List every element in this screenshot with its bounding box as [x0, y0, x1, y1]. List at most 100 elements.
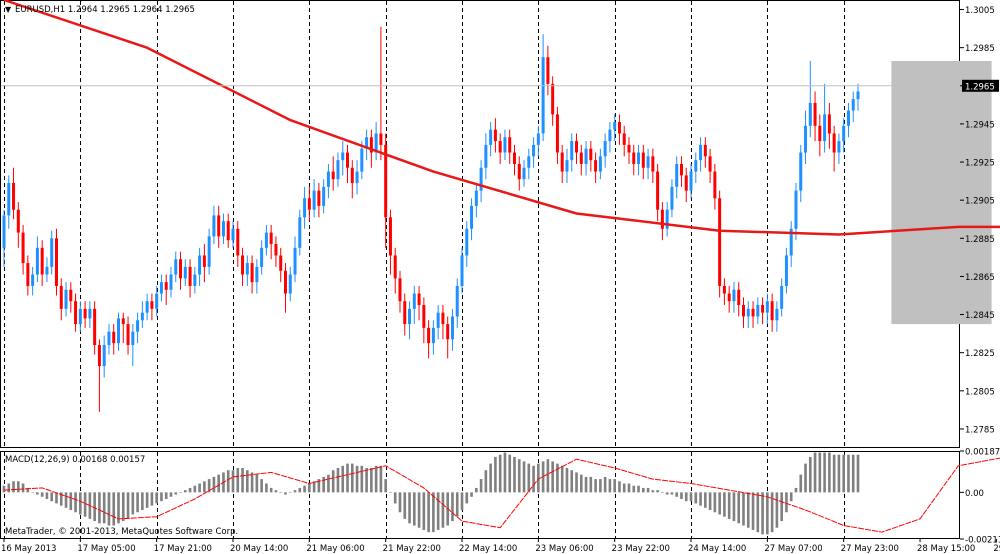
candle-body — [699, 144, 703, 161]
candle-body — [741, 305, 745, 317]
macd-histogram-bar — [212, 476, 216, 493]
price-tick-label: 1.2865 — [965, 273, 995, 283]
macd-histogram-bar — [422, 492, 426, 530]
macd-histogram-bar — [241, 468, 244, 493]
time-tick-label: 23 May 22:00 — [612, 544, 670, 554]
time-tick-label: 27 May 07:00 — [764, 544, 822, 554]
macd-histogram-bar — [804, 463, 807, 493]
candle-body — [675, 163, 679, 187]
macd-histogram-bar — [632, 485, 636, 493]
macd-histogram-bar — [589, 476, 593, 493]
macd-histogram-bar — [198, 483, 201, 493]
macd-histogram-bar — [522, 461, 526, 493]
candle-body — [293, 247, 297, 275]
price-tick-label: 1.3005 — [965, 6, 995, 16]
candle-body — [231, 228, 235, 241]
candle-body — [236, 228, 240, 256]
candle-body — [565, 160, 569, 172]
candle-body — [88, 308, 92, 319]
macd-histogram-bar — [575, 472, 578, 493]
candle-body — [264, 232, 268, 248]
candle-body — [126, 324, 130, 346]
candle-body — [2, 215, 6, 248]
candle-body — [388, 217, 392, 256]
candle-body — [250, 263, 254, 283]
candle-body — [408, 308, 412, 325]
macd-histogram-bar — [207, 479, 211, 493]
macd-histogram-bar — [455, 492, 459, 517]
macd-histogram-bar — [565, 468, 569, 493]
macd-histogram-bar — [155, 492, 158, 504]
macd-histogram-bar — [126, 492, 130, 519]
macd-histogram-bar — [828, 452, 831, 493]
macd-histogram-bar — [618, 481, 621, 493]
price-tick-label: 1.2885 — [965, 235, 995, 245]
candle-body — [489, 129, 493, 145]
candle-body — [64, 289, 68, 309]
candle-body — [684, 175, 688, 191]
time-tick-label: 28 May 15:00 — [917, 544, 975, 554]
macd-histogram-bar — [708, 492, 712, 511]
candle-body — [856, 91, 860, 100]
macd-histogram-bar — [723, 492, 726, 517]
candle-body — [374, 133, 378, 153]
candle-body — [355, 171, 359, 184]
macd-histogram-bar — [217, 474, 221, 493]
candle-body — [112, 331, 116, 344]
macd-histogram-bar — [737, 492, 741, 524]
macd-histogram-bar — [694, 492, 698, 504]
candle-body — [789, 228, 793, 256]
macd-tick-label: 0.00 — [965, 489, 984, 499]
time-tick-label: 24 May 14:00 — [688, 544, 746, 554]
macd-histogram-bar — [327, 474, 330, 493]
candle-body — [679, 163, 683, 176]
candle-body — [26, 263, 30, 286]
candle-body — [732, 289, 736, 302]
candle-body — [842, 125, 846, 142]
macd-histogram-bar — [12, 481, 15, 493]
candle-body — [207, 236, 211, 267]
candle-body — [279, 255, 283, 271]
candle-body — [202, 255, 206, 267]
highlight-rectangle — [891, 61, 992, 325]
macd-histogram-bar — [355, 465, 359, 493]
candle-body — [150, 301, 154, 309]
macd-histogram-bar — [131, 492, 135, 515]
candle-body — [727, 293, 731, 302]
macd-histogram-bar — [622, 483, 626, 493]
macd-histogram-bar — [17, 481, 20, 493]
macd-subwindow[interactable] — [0, 451, 1000, 539]
candle-body — [546, 57, 550, 84]
macd-histogram-bar — [766, 492, 769, 535]
macd-histogram-bar — [498, 454, 502, 493]
macd-histogram-bar — [603, 476, 607, 493]
candle-body — [637, 152, 641, 164]
candle-body — [336, 160, 340, 180]
macd-histogram-bar — [675, 492, 679, 497]
price-scale[interactable]: 1.3005 1.2985 1.2965 1.2945 1.2925 1.2905 1.28… — [960, 6, 1000, 546]
macd-histogram-bar — [579, 474, 583, 493]
macd-histogram-bar — [398, 492, 402, 513]
time-scale[interactable]: 16 May 2013 17 May 05:00 17 May 21:00 20 Ma… — [1, 539, 1000, 554]
macd-histogram-bar — [389, 492, 392, 493]
macd-histogram-bar — [584, 476, 588, 493]
macd-histogram-bar — [303, 485, 306, 493]
macd-histogram-bar — [102, 492, 106, 524]
candle-body — [818, 125, 822, 142]
candle-body — [346, 152, 350, 168]
macd-histogram-bar — [160, 492, 163, 502]
candle-body — [794, 190, 798, 229]
candle-body — [746, 308, 750, 317]
current-price-box — [962, 79, 999, 92]
candle-body — [450, 316, 454, 340]
candle-body — [493, 129, 497, 142]
macd-histogram-bar — [384, 479, 387, 493]
time-tick-label: 20 May 14:00 — [230, 544, 288, 554]
candle-body — [50, 238, 54, 267]
macd-histogram-bar — [412, 492, 416, 526]
candle-body — [622, 133, 626, 145]
candle-body — [117, 318, 121, 344]
candle-body — [21, 232, 25, 264]
header-arrow-icon[interactable]: ▼ — [5, 5, 12, 14]
time-tick-label: 22 May 14:00 — [459, 544, 517, 554]
